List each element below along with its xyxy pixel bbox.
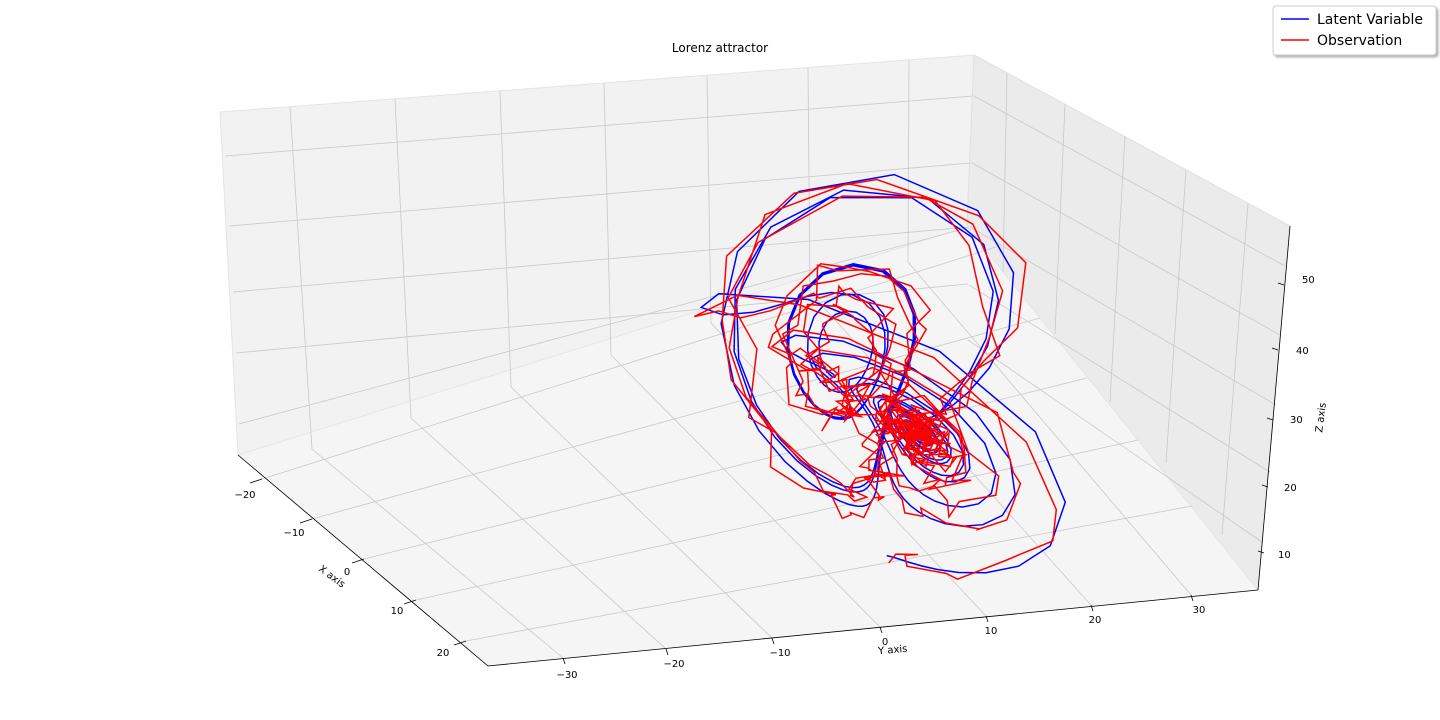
x-ticks: −20 −10 0 10 20 bbox=[234, 478, 467, 659]
x-tick-label: −20 bbox=[234, 490, 255, 501]
y-ticks: −30 −20 −10 0 10 20 30 bbox=[556, 594, 1206, 681]
y-tick-label: 20 bbox=[1089, 615, 1102, 626]
legend-label-latent: Latent Variable bbox=[1317, 12, 1423, 28]
legend-label-observation: Observation bbox=[1317, 33, 1402, 49]
series-line-observation bbox=[693, 178, 1058, 581]
y-tick-label: 30 bbox=[1193, 605, 1206, 616]
y-tick-label: −10 bbox=[769, 648, 790, 659]
z-tick-label: 20 bbox=[1284, 483, 1297, 494]
curves-group bbox=[693, 173, 1067, 581]
x-tick-label: 20 bbox=[437, 648, 450, 659]
x-tick-label: 0 bbox=[344, 567, 350, 578]
z-axis-label: Z axis bbox=[1314, 402, 1329, 433]
z-tick-label: 50 bbox=[1302, 275, 1315, 286]
y-tick-label: 10 bbox=[985, 626, 998, 637]
grid-lines bbox=[224, 59, 1286, 659]
x-tick-label: −10 bbox=[283, 528, 304, 539]
chart-title: Lorenz attractor bbox=[672, 41, 768, 55]
x-axis-label: X axis bbox=[316, 564, 347, 591]
z-tick-label: 10 bbox=[1278, 550, 1291, 561]
x-axis-line bbox=[237, 454, 489, 667]
y-tick-label: −20 bbox=[663, 659, 684, 670]
z-axis-line bbox=[1257, 225, 1291, 591]
y-tick-label: 0 bbox=[882, 637, 888, 648]
y-tick-label: −30 bbox=[556, 670, 577, 681]
z-ticks: 50 40 30 20 10 bbox=[1257, 275, 1315, 561]
axis-lines bbox=[237, 225, 1291, 667]
x-tick-label: 10 bbox=[391, 606, 404, 617]
z-tick-label: 30 bbox=[1290, 415, 1303, 426]
y-axis-label: Y axis bbox=[877, 644, 908, 658]
z-tick-label: 40 bbox=[1296, 346, 1309, 357]
y-axis-line bbox=[487, 589, 1259, 667]
legend: Latent Variable Observation bbox=[1272, 5, 1437, 56]
